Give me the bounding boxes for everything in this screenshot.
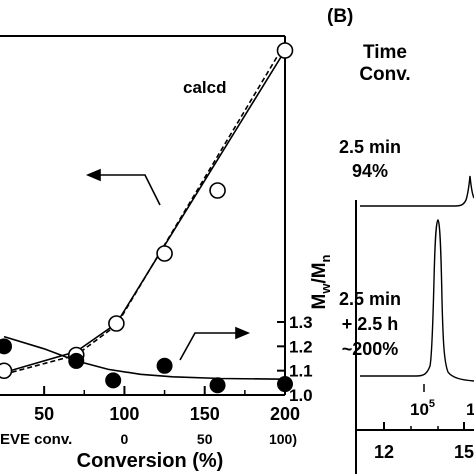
filled-circle-point xyxy=(105,372,122,389)
secondary-x-axis-label: EVE conv. xyxy=(0,431,72,448)
panel-a: 50 100 150 200 0 50 100) EVE conv. Conversion… xyxy=(0,35,333,472)
trace-1-curve xyxy=(360,175,474,207)
x-tick-label: 150 xyxy=(190,404,220,424)
open-circle-point xyxy=(209,182,226,199)
secondary-x-tick-label: 50 xyxy=(197,431,213,447)
mw-marker-1e6: 1 xyxy=(466,400,474,419)
calcd-line xyxy=(3,43,286,376)
left-axis-arrow xyxy=(85,168,161,206)
filled-circle-point xyxy=(68,352,85,369)
open-circle-point xyxy=(108,315,125,332)
x-tick-label: 50 xyxy=(34,404,54,424)
x-tick-label: 100 xyxy=(109,404,139,424)
fit-line xyxy=(3,50,286,374)
open-circle-point xyxy=(0,362,13,380)
right-axis-ticks: 1.0 1.1 1.2 1.3 xyxy=(277,313,313,405)
right-tick-label: 1.3 xyxy=(289,313,313,332)
right-tick-label: 1.0 xyxy=(289,386,313,405)
filled-circle-series xyxy=(0,338,293,394)
panel-b: (B) Time Conv. 2.5 min 94% 2.5 min + 2.5… xyxy=(327,6,474,474)
filled-circle-point xyxy=(156,357,173,374)
trace-1-conv: 94% xyxy=(352,161,388,181)
panel-b-xtick-12: 12 xyxy=(374,442,394,462)
calcd-annotation: calcd xyxy=(183,78,226,97)
x-axis-label: Conversion (%) xyxy=(77,450,224,472)
mw-marker-1e5: 105 xyxy=(410,398,435,419)
trace-1-time: 2.5 min xyxy=(339,137,401,157)
open-circle-point xyxy=(276,42,294,59)
panel-b-xtick-15: 15 xyxy=(454,442,474,462)
trace-2-time: 2.5 min xyxy=(339,289,401,309)
right-tick-label: 1.2 xyxy=(289,337,313,356)
open-circle-series xyxy=(0,42,294,380)
header-conv: Conv. xyxy=(359,64,410,85)
trace-2-curve xyxy=(360,219,474,382)
secondary-x-axis-ticks: 0 50 100) xyxy=(121,431,297,447)
filled-circle-point xyxy=(209,377,226,394)
panel-b-label: (B) xyxy=(327,6,353,27)
x-tick-label: 200 xyxy=(270,404,300,424)
secondary-x-tick-label: 0 xyxy=(121,431,129,447)
trace-2-extra: + 2.5 h xyxy=(342,314,399,334)
right-axis-label: Mw/Mn xyxy=(309,254,333,309)
right-tick-label: 1.1 xyxy=(289,362,313,381)
mw-mn-curve xyxy=(3,335,286,380)
secondary-x-tick-label: 100) xyxy=(269,431,297,447)
trace-2-conv: ~200% xyxy=(342,339,399,359)
x-axis-ticks: 50 100 150 200 xyxy=(34,386,300,424)
filled-circle-point xyxy=(0,338,12,355)
header-time: Time xyxy=(363,42,407,63)
filled-circle-point xyxy=(277,376,293,393)
open-circle-point xyxy=(156,245,173,262)
right-axis-arrow xyxy=(179,326,251,361)
